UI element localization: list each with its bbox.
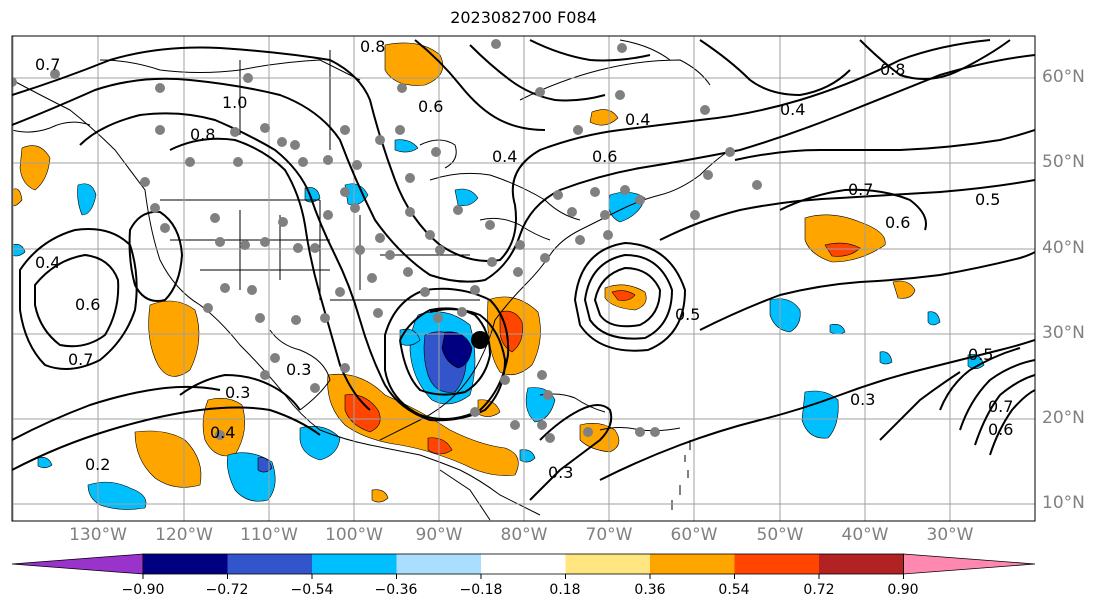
contour-label: 0.4 <box>210 423 235 442</box>
colorbar-segment <box>312 554 397 574</box>
contour-label: 0.3 <box>548 463 573 482</box>
contour-lines <box>12 39 1035 501</box>
contour-label: 0.4 <box>625 110 650 129</box>
contour-label: 0.4 <box>492 147 517 166</box>
contour-label: 0.3 <box>850 390 875 409</box>
contour-label: 0.8 <box>880 60 905 79</box>
colorbar-tick-label: 0.54 <box>718 582 750 598</box>
colorbar-segment <box>734 554 820 574</box>
colorbar <box>11 553 1036 579</box>
contour-label: 0.5 <box>675 305 700 324</box>
shaded-fields <box>12 42 985 510</box>
colorbar-segment <box>650 554 735 574</box>
colorbar-segment <box>819 554 904 574</box>
lat-label: 30°N <box>1042 323 1085 343</box>
storm-center-marker <box>471 331 489 349</box>
colorbar-frame <box>142 553 904 575</box>
lon-label: 100°W <box>325 525 383 545</box>
colorbar-tick-label: −0.18 <box>459 582 503 598</box>
lon-label: 60°W <box>670 525 718 545</box>
contour-label: 0.7 <box>68 350 93 369</box>
contour-label: 0.6 <box>592 147 617 166</box>
contour-label: 0.6 <box>418 97 443 116</box>
colorbar-segment <box>565 554 651 574</box>
lon-label: 110°W <box>240 525 298 545</box>
lon-label: 130°W <box>69 525 127 545</box>
contour-label: 0.2 <box>85 455 110 474</box>
contour-label: 0.7 <box>988 397 1013 416</box>
colorbar-tick-label: −0.54 <box>290 582 334 598</box>
contour-label: 0.7 <box>848 180 873 199</box>
contour-label: 0.6 <box>885 213 910 232</box>
map-title: 2023082700 F084 <box>450 8 597 27</box>
colorbar-segment <box>396 554 482 574</box>
colorbar-segment <box>227 554 313 574</box>
contour-label: 0.4 <box>35 253 60 272</box>
lat-lon-grid <box>12 36 1035 521</box>
colorbar-tick-label: 0.18 <box>549 582 581 598</box>
station-markers <box>12 39 762 443</box>
colorbar-tick-label: −0.90 <box>121 582 165 598</box>
colorbar-tick-label: 0.90 <box>887 582 919 598</box>
lat-label: 60°N <box>1042 67 1085 87</box>
coastlines <box>12 39 731 521</box>
lon-label: 50°W <box>756 525 804 545</box>
contour-label: 0.4 <box>780 100 805 119</box>
contour-label: 0.8 <box>360 37 385 56</box>
lat-label: 40°N <box>1042 238 1085 258</box>
contour-label: 0.7 <box>35 55 60 74</box>
map-frame <box>11 35 1036 522</box>
contour-label: 0.8 <box>190 125 215 144</box>
colorbar-tick-label: 0.36 <box>634 582 666 598</box>
contour-label: 0.5 <box>968 345 993 364</box>
colorbar-extend-low <box>11 553 144 575</box>
contour-label: 1.0 <box>222 93 247 112</box>
contour-label: 0.5 <box>975 190 1000 209</box>
lon-label: 40°W <box>841 525 889 545</box>
lon-label: 90°W <box>415 525 463 545</box>
colorbar-tick-label: −0.36 <box>374 582 418 598</box>
colorbar-tick-label: −0.72 <box>205 582 249 598</box>
colorbar-tick-label: 0.72 <box>803 582 835 598</box>
lon-label: 70°W <box>585 525 633 545</box>
contour-label: 0.3 <box>286 360 311 379</box>
contour-label: 0.6 <box>988 420 1013 439</box>
lon-label: 120°W <box>155 525 213 545</box>
lat-label: 50°N <box>1042 152 1085 172</box>
colorbar-segment <box>143 554 228 574</box>
contour-label: 0.6 <box>75 295 100 314</box>
lat-label: 20°N <box>1042 408 1085 428</box>
colorbar-segment <box>481 554 566 574</box>
lon-label: 80°W <box>500 525 548 545</box>
contour-label: 0.3 <box>225 383 250 402</box>
lat-label: 10°N <box>1042 493 1085 513</box>
lon-label: 30°W <box>926 525 974 545</box>
contour-labels: 0.7 0.8 1.0 0.8 0.6 0.4 0.6 0.4 0.4 0.8 … <box>35 37 1013 482</box>
colorbar-extend-high <box>903 553 1036 575</box>
